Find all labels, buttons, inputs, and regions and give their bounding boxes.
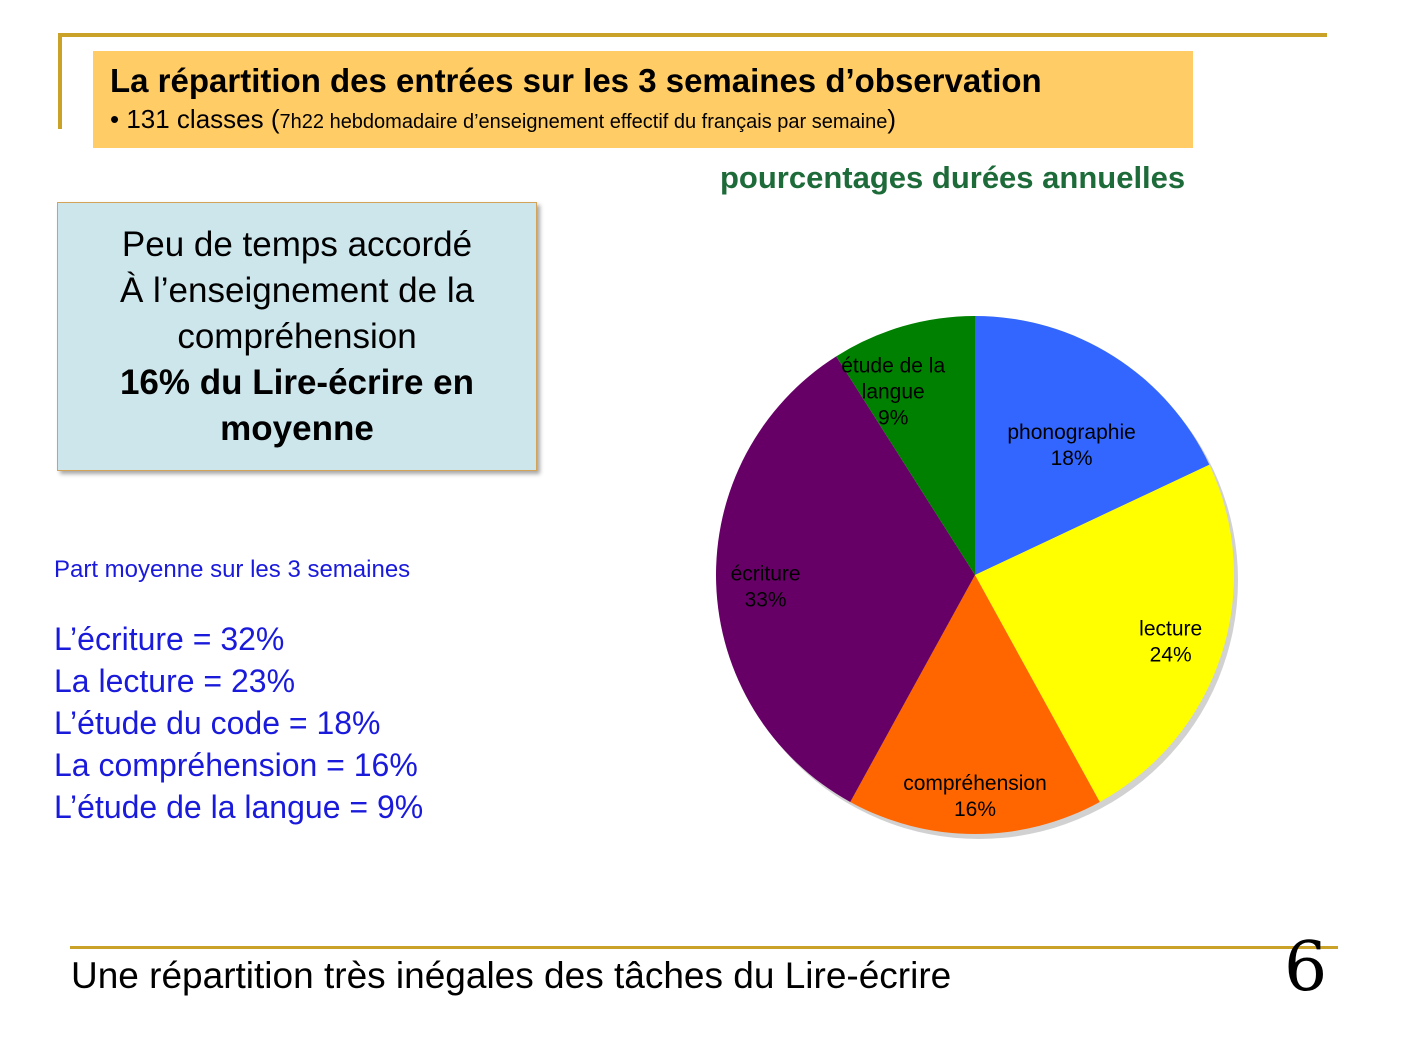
pie-value-label: 24% xyxy=(1150,644,1192,667)
part-title: Part moyenne sur les 3 semaines xyxy=(54,556,411,583)
pie-value-label: 33% xyxy=(745,588,787,611)
part-item: L’étude de la langue = 9% xyxy=(54,789,424,825)
slide-title: La répartition des entrées sur les 3 sem… xyxy=(110,62,1042,99)
top-rule xyxy=(58,33,1327,37)
info-line-5: moyenne xyxy=(220,409,374,448)
pie-slice-3 xyxy=(716,356,975,802)
title-banner: La répartition des entrées sur les 3 sem… xyxy=(93,51,1193,148)
pie-slice-0 xyxy=(975,316,1210,575)
subtitle-close: ) xyxy=(887,104,896,134)
pie-category-label: compréhension xyxy=(903,772,1047,795)
pie-value-label: 18% xyxy=(1051,447,1093,470)
info-line-2: À l’enseignement de la xyxy=(119,271,475,310)
page-number: 6 xyxy=(1284,928,1328,1007)
info-line-1: Peu de temps accordé xyxy=(121,225,473,264)
info-line-4: 16% du Lire-écrire en xyxy=(119,363,475,402)
part-item: La lecture = 23% xyxy=(54,663,296,699)
part-item: La compréhension = 16% xyxy=(54,747,418,783)
pie-chart: phonographie 18% lecture 24% compréhension 16… xyxy=(716,316,1238,839)
chart-title: pourcentages durées annuelles xyxy=(720,160,1186,195)
pie-category-label: phonographie xyxy=(1007,421,1135,444)
slide-subtitle: • 131 classes (7h22 hebdomadaire d’ensei… xyxy=(110,101,1176,140)
part-list: L’écriture = 32% La lecture = 23% L’étud… xyxy=(54,618,423,828)
pie-value-label: 9% xyxy=(878,407,908,430)
pie-category-label: écriture xyxy=(731,562,801,585)
info-line-3: compréhension xyxy=(177,317,417,356)
part-item: L’étude du code = 18% xyxy=(54,705,381,741)
pie-slice-2 xyxy=(850,575,1100,834)
pie-slice-4 xyxy=(836,316,975,575)
pie-category-label: langue xyxy=(862,381,925,404)
pie-slice-1 xyxy=(975,464,1234,802)
pie-category-label: lecture xyxy=(1139,618,1202,641)
bottom-rule xyxy=(70,946,1338,949)
footer-caption: Une répartition très inégales des tâches… xyxy=(71,955,952,996)
subtitle-main: • 131 classes ( xyxy=(110,104,280,134)
subtitle-detail: 7h22 hebdomadaire d’enseignement effecti… xyxy=(279,111,888,133)
pie-category-label: étude de la xyxy=(841,355,945,378)
left-rule xyxy=(58,33,62,129)
info-callout-box: Peu de temps accordé À l’enseignement de… xyxy=(57,202,537,471)
part-item: L’écriture = 32% xyxy=(54,621,285,657)
pie-value-label: 16% xyxy=(954,798,996,821)
